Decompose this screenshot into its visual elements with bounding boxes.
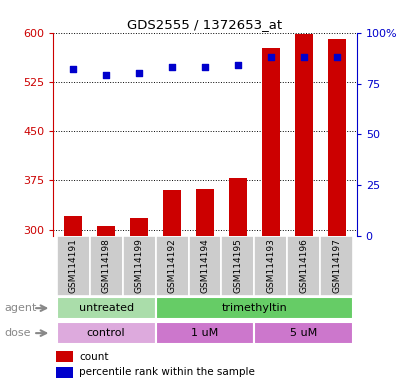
Text: untreated: untreated (78, 303, 133, 313)
Point (201, 64, 208, 70)
Text: GSM114196: GSM114196 (299, 238, 308, 293)
Point (267, 54, 274, 60)
Title: GDS2555 / 1372653_at: GDS2555 / 1372653_at (127, 18, 282, 31)
Text: count: count (79, 352, 108, 362)
Text: 1 uM: 1 uM (191, 328, 218, 338)
Bar (155, 297, 353, 319)
Text: GSM114191: GSM114191 (68, 238, 77, 293)
Text: agent: agent (4, 303, 36, 313)
Point (234, 62, 240, 68)
Bar (56, 322, 155, 344)
Text: GSM114198: GSM114198 (101, 238, 110, 293)
Bar (122, 236, 155, 296)
Bar (188, 236, 221, 296)
Bar (228, 179, 247, 236)
Point (135, 70, 142, 76)
Bar (254, 322, 353, 344)
Bar (155, 322, 254, 344)
Point (70, 66, 76, 72)
Point (300, 54, 306, 60)
Bar (97, 226, 115, 236)
Bar (221, 236, 254, 296)
Text: percentile rank within the sample: percentile rank within the sample (79, 367, 254, 377)
Text: 5 uM: 5 uM (290, 328, 317, 338)
Point (103, 72, 109, 78)
Point (333, 54, 339, 60)
Bar (56, 367, 73, 377)
Bar (261, 48, 279, 236)
Text: GSM114199: GSM114199 (134, 238, 143, 293)
Text: GSM114192: GSM114192 (167, 238, 176, 293)
Bar (155, 236, 188, 296)
Point (169, 64, 175, 70)
Text: GSM114193: GSM114193 (266, 238, 275, 293)
Bar (162, 190, 181, 236)
Bar (320, 236, 353, 296)
Bar (196, 189, 213, 236)
Bar (130, 218, 148, 236)
Bar (89, 236, 122, 296)
Text: control: control (87, 328, 125, 338)
Bar (254, 236, 287, 296)
Text: dose: dose (4, 328, 31, 338)
Bar (64, 217, 82, 236)
Bar (294, 34, 312, 236)
Bar (287, 236, 320, 296)
Text: GSM114194: GSM114194 (200, 238, 209, 293)
Text: GSM114197: GSM114197 (332, 238, 341, 293)
Text: trimethyltin: trimethyltin (221, 303, 287, 313)
Text: GSM114195: GSM114195 (233, 238, 242, 293)
Bar (56, 297, 155, 319)
Bar (56, 351, 73, 362)
Bar (56, 236, 89, 296)
Bar (327, 39, 345, 236)
